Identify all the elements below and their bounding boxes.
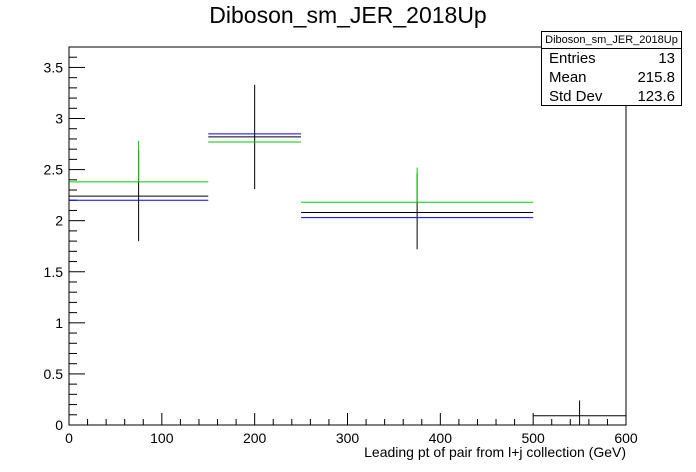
x-tick-label: 500 xyxy=(521,430,545,446)
mean-label: Mean xyxy=(549,69,587,86)
y-tick-label: 2.5 xyxy=(44,162,64,178)
mean-value: 215.8 xyxy=(637,69,675,86)
x-tick-label: 400 xyxy=(429,430,453,446)
x-axis-label: Leading pt of pair from l+j collection (… xyxy=(364,444,626,460)
stats-box-title: Diboson_sm_JER_2018Up xyxy=(542,32,681,49)
y-tick-label: 3.5 xyxy=(44,59,64,75)
x-tick-label: 200 xyxy=(243,430,267,446)
y-tick-label: 0 xyxy=(55,417,63,433)
chart-title: Diboson_sm_JER_2018Up xyxy=(209,2,487,28)
stats-mean-row: Mean 215.8 xyxy=(542,68,681,87)
axis-ticks xyxy=(68,46,627,426)
y-tick-label: 0.5 xyxy=(44,366,64,382)
y-tick-label: 1.5 xyxy=(44,264,64,280)
x-tick-label: 0 xyxy=(65,430,73,446)
stats-box: Diboson_sm_JER_2018Up Entries 13 Mean 21… xyxy=(541,31,682,106)
histogram-marks xyxy=(69,84,626,425)
y-tick-label: 3 xyxy=(55,111,63,127)
stats-stddev-row: Std Dev 123.6 xyxy=(542,87,681,106)
tick-labels: 0 100 200 300 400 500 600 0 0.5 1 1.5 2 2.5 3 3.5 xyxy=(44,59,638,446)
x-tick-label: 300 xyxy=(336,430,360,446)
y-tick-label: 1 xyxy=(55,315,63,331)
x-tick-label: 100 xyxy=(150,430,174,446)
entries-value: 13 xyxy=(658,50,675,67)
entries-label: Entries xyxy=(549,50,596,67)
x-tick-label: 600 xyxy=(614,430,638,446)
y-tick-label: 2 xyxy=(55,213,63,229)
stddev-value: 123.6 xyxy=(637,88,675,105)
stddev-label: Std Dev xyxy=(549,88,603,105)
stats-entries-row: Entries 13 xyxy=(542,49,681,68)
